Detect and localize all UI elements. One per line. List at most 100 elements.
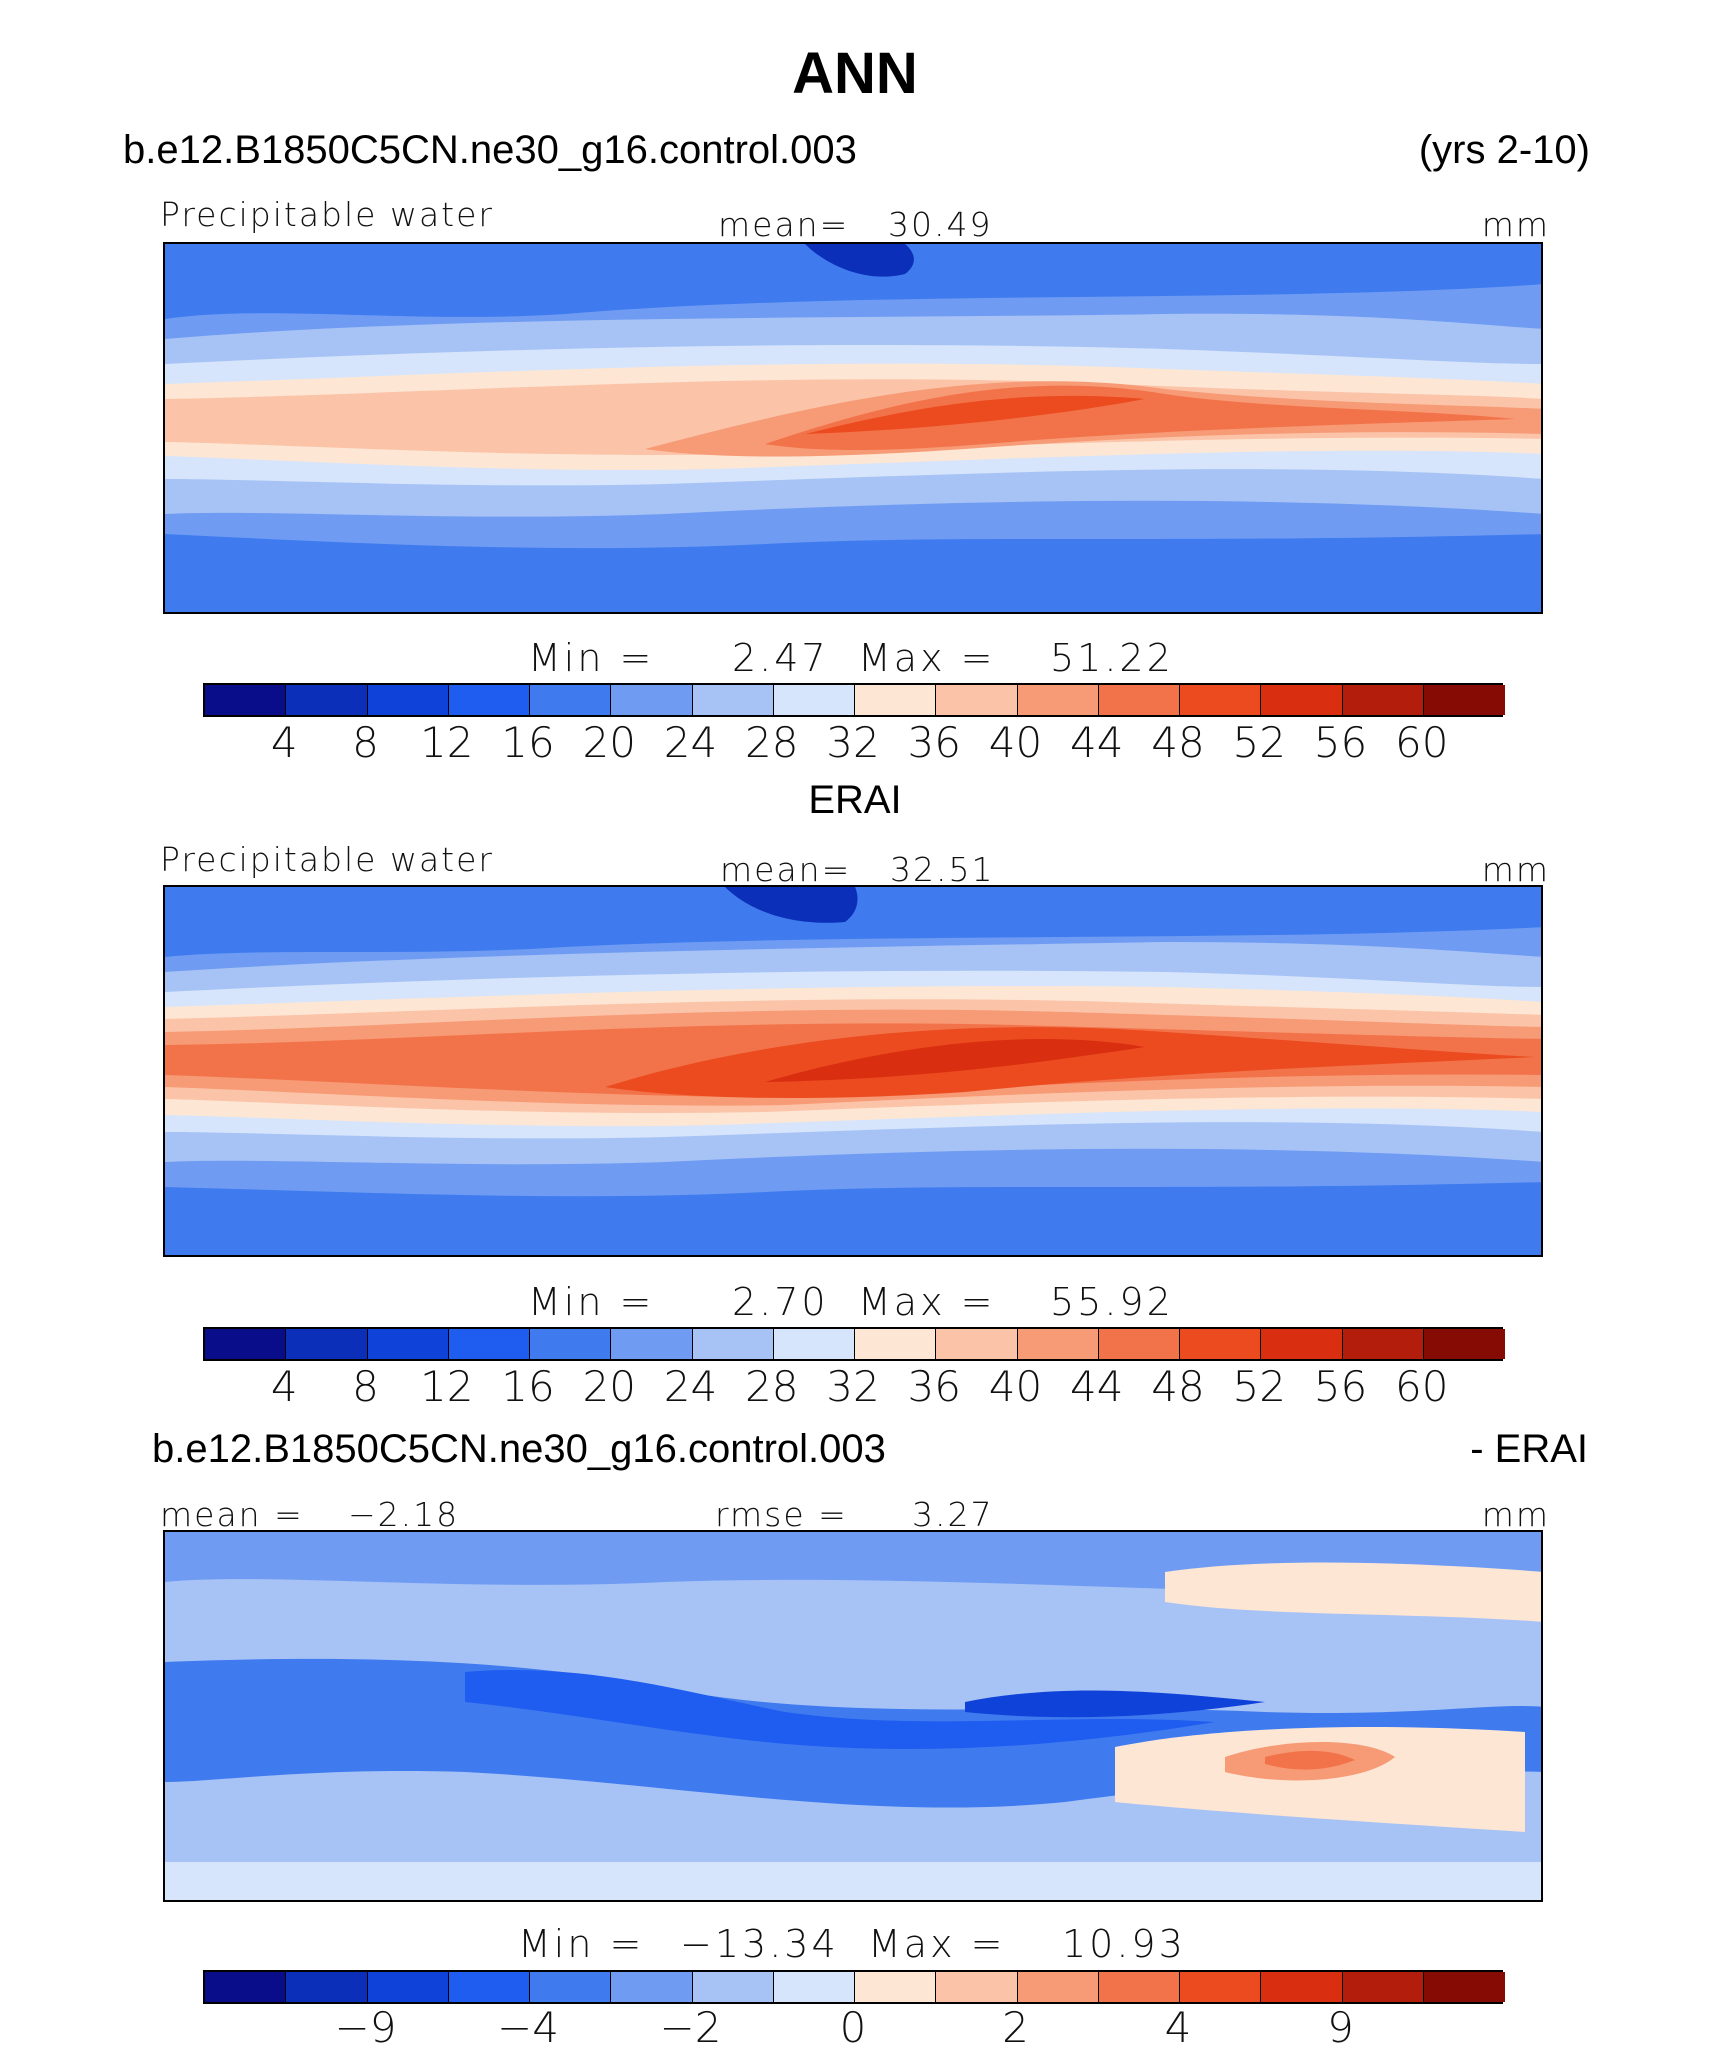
colorbar-tick-label: 36 [907, 718, 961, 767]
panel2-min-value: 2.70 [732, 1280, 829, 1324]
colorbar-box [367, 1329, 449, 1359]
colorbar-tick-label: 36 [907, 1362, 961, 1411]
colorbar-box [530, 1329, 612, 1359]
colorbar-box [530, 685, 612, 715]
colorbar-tick-label: 0 [839, 2003, 867, 2052]
colorbar-tick-label: 4 [1164, 2003, 1192, 2052]
colorbar-box [286, 685, 368, 715]
colorbar-tick-label: 56 [1313, 718, 1368, 767]
colorbar-tick-label: 28 [745, 1362, 799, 1411]
colorbar-tick-label: 4 [270, 718, 298, 767]
colorbar-box [1423, 1972, 1505, 2002]
colorbar-tick-label: 20 [582, 718, 636, 767]
panel2-colorbar [203, 1327, 1505, 1361]
colorbar-box [936, 1329, 1018, 1359]
colorbar-box [367, 1972, 449, 2002]
colorbar-tick-label: 8 [352, 1362, 379, 1411]
colorbar-tick-label: 48 [1151, 718, 1205, 767]
colorbar-box [1180, 1972, 1262, 2002]
colorbar-box [1017, 1329, 1099, 1359]
colorbar-tick-label: 8 [352, 718, 379, 767]
panel3-map-field [165, 1532, 1541, 1900]
panel1-map-field [165, 244, 1541, 612]
panel2-max-value: 55.92 [1050, 1280, 1174, 1324]
colorbar-box [367, 685, 449, 715]
panel1-units: mm [1481, 205, 1550, 244]
colorbar-box [1098, 685, 1180, 715]
panel1-mean-label: mean= [718, 205, 850, 244]
colorbar-box [286, 1972, 368, 2002]
colorbar-tick-label: 60 [1395, 718, 1449, 767]
colorbar-box [611, 685, 693, 715]
panel3-case-title: b.e12.B1850C5CN.ne30_g16.control.003 [152, 1427, 886, 1471]
colorbar-tick-label: −4 [497, 2003, 559, 2052]
colorbar-box [530, 1972, 612, 2002]
colorbar-tick-label: 20 [582, 1362, 636, 1411]
panel2-min-label: Min = [528, 1280, 655, 1324]
colorbar-tick-label: 52 [1232, 718, 1286, 767]
colorbar-box [1342, 1972, 1424, 2002]
colorbar-tick-label: 12 [420, 1362, 474, 1411]
colorbar-tick-label: 16 [501, 718, 555, 767]
colorbar-box [611, 1329, 693, 1359]
colorbar-box [1180, 685, 1262, 715]
panel1-case-title: b.e12.B1850C5CN.ne30_g16.control.003 [123, 128, 857, 172]
colorbar-tick-label: 48 [1151, 1362, 1205, 1411]
panel3-rmse-label: rmse = [715, 1495, 848, 1534]
panel3-mean-label: mean = [160, 1495, 304, 1534]
colorbar-tick-label: 44 [1070, 1362, 1124, 1411]
panel2-mean-value: 32.51 [890, 850, 995, 889]
panel1-mean-value: 30.49 [888, 205, 993, 244]
panel1-years: (yrs 2-10) [1418, 128, 1590, 172]
panel3-colorbar [203, 1970, 1505, 2004]
colorbar-tick-label: 24 [663, 718, 718, 767]
colorbar-box [448, 685, 530, 715]
colorbar-box [692, 1972, 774, 2002]
panel2-max-label: Max = [858, 1280, 996, 1324]
colorbar-box [611, 1972, 693, 2002]
colorbar-box [855, 1329, 937, 1359]
colorbar-box [773, 685, 855, 715]
colorbar-tick-label: −9 [334, 2003, 397, 2052]
colorbar-box [448, 1972, 530, 2002]
panel3-min-label: Min = [518, 1922, 645, 1966]
panel3-max-value: 10.93 [1062, 1922, 1186, 1966]
colorbar-tick-label: 40 [988, 1362, 1043, 1411]
panel3-max-label: Max = [868, 1922, 1006, 1966]
figure-title: ANN [792, 41, 918, 106]
colorbar-box [1098, 1972, 1180, 2002]
colorbar-box [773, 1329, 855, 1359]
colorbar-tick-label: 9 [1327, 2003, 1354, 2052]
colorbar-box [1180, 1329, 1262, 1359]
panel2-map-field [165, 887, 1541, 1255]
panel2-case-title: ERAI [808, 778, 902, 822]
colorbar-tick-label: 32 [826, 718, 880, 767]
colorbar-box [692, 1329, 774, 1359]
colorbar-box [936, 1972, 1018, 2002]
colorbar-tick-label: 52 [1232, 1362, 1286, 1411]
colorbar-box [692, 685, 774, 715]
colorbar-box [1017, 1972, 1099, 2002]
panel3-min-value: −13.34 [680, 1922, 839, 1966]
panel1-max-label: Max = [858, 636, 996, 680]
panel1-min-label: Min = [528, 636, 655, 680]
panel3-mean-value: −2.18 [348, 1495, 460, 1534]
colorbar-tick-label: 60 [1395, 1362, 1449, 1411]
panel2-mean-label: mean= [720, 850, 852, 889]
panel2-units: mm [1481, 850, 1550, 889]
colorbar-tick-label: 24 [663, 1362, 718, 1411]
colorbar-tick-label: 12 [420, 718, 474, 767]
colorbar-box [448, 1329, 530, 1359]
colorbar-box [205, 1972, 287, 2002]
colorbar-box [1342, 1329, 1424, 1359]
colorbar-box [1261, 1329, 1343, 1359]
colorbar-box [286, 1329, 368, 1359]
colorbar-tick-label: 56 [1313, 1362, 1368, 1411]
colorbar-box [205, 1329, 287, 1359]
colorbar-box [1423, 685, 1505, 715]
panel1-map [163, 242, 1543, 614]
colorbar-box [1261, 1972, 1343, 2002]
colorbar-box [855, 685, 937, 715]
panel3-map [163, 1530, 1543, 1902]
colorbar-tick-label: 32 [826, 1362, 880, 1411]
